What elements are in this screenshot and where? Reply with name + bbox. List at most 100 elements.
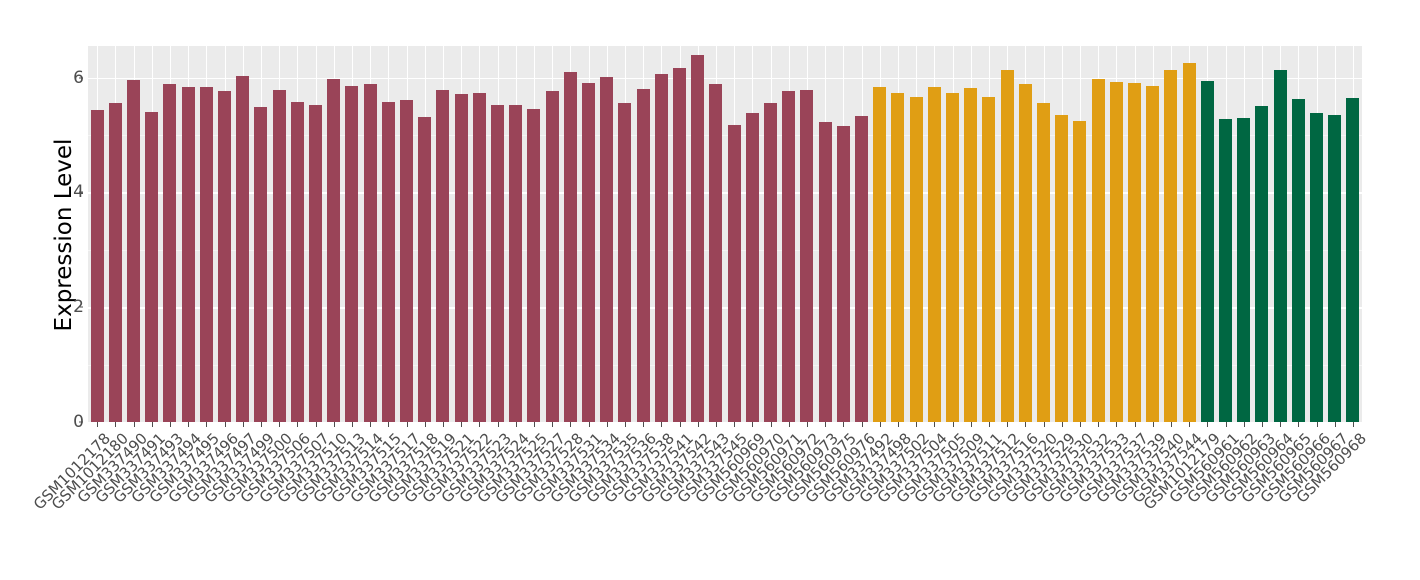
bar <box>126 80 141 422</box>
bar <box>1182 62 1196 422</box>
bar <box>1146 85 1160 422</box>
x-axis-tickmark <box>861 422 863 427</box>
gridline-minor <box>88 364 1362 366</box>
bar <box>836 125 850 422</box>
x-axis-tickmark <box>1334 422 1336 427</box>
x-axis-tickmark <box>1243 422 1245 427</box>
x-axis-tickmark <box>206 422 208 427</box>
bar <box>1109 81 1123 422</box>
x-axis-tickmark <box>1061 422 1063 427</box>
bar <box>490 105 505 422</box>
bar <box>545 91 559 422</box>
bar <box>1328 114 1342 422</box>
bar <box>654 74 668 422</box>
x-axis-tickmark <box>752 422 754 427</box>
x-axis-tickmark <box>588 422 590 427</box>
bar <box>272 89 286 422</box>
x-axis-tickmarks <box>88 422 1362 428</box>
bar <box>600 77 614 422</box>
x-axis-tickmark <box>424 422 426 427</box>
x-axis-tickmark <box>788 422 790 427</box>
bar <box>854 116 869 422</box>
plot-panel <box>88 46 1362 422</box>
bar <box>636 89 650 422</box>
bar <box>345 86 359 422</box>
x-axis-tickmark <box>315 422 317 427</box>
bar <box>381 102 395 422</box>
gridline-minor <box>88 134 1362 136</box>
x-axis-tickmark <box>497 422 499 427</box>
bar <box>1255 106 1269 422</box>
x-axis-tickmark <box>242 422 244 427</box>
bar <box>254 107 268 422</box>
x-axis-tickmark <box>916 422 918 427</box>
gridline-minor <box>88 249 1362 251</box>
x-axis-tickmark <box>188 422 190 427</box>
bar <box>1273 70 1287 422</box>
x-axis-tickmark <box>1316 422 1318 427</box>
bar <box>891 92 905 422</box>
x-axis-tickmark <box>1007 422 1009 427</box>
bar <box>1055 115 1069 422</box>
x-axis-tickmark <box>970 422 972 427</box>
x-axis-tickmark <box>1134 422 1136 427</box>
bar <box>1091 78 1105 422</box>
x-axis-tickmark <box>279 422 281 427</box>
x-axis-tickmark <box>461 422 463 427</box>
bar <box>1237 118 1251 422</box>
bar <box>982 97 996 422</box>
bar <box>1200 81 1214 422</box>
bar <box>927 86 941 422</box>
bar <box>363 84 377 422</box>
x-axis-tickmark <box>661 422 663 427</box>
y-axis-tickmark <box>79 306 83 308</box>
bar <box>199 87 213 422</box>
bar <box>217 90 232 422</box>
bar <box>727 124 741 422</box>
bar <box>472 93 486 422</box>
y-axis-tick-label: 0 <box>62 412 84 432</box>
x-axis-tickmark <box>515 422 517 427</box>
bar <box>873 86 887 422</box>
x-axis-tickmark <box>1025 422 1027 427</box>
x-axis-tickmark <box>479 422 481 427</box>
x-axis-tickmark <box>552 422 554 427</box>
y-axis-tick-label: 2 <box>62 297 84 317</box>
bar <box>90 109 104 422</box>
x-axis-tickmark <box>697 422 699 427</box>
x-axis-tickmark <box>533 422 535 427</box>
bar <box>1346 97 1360 422</box>
x-axis-tickmark <box>1043 422 1045 427</box>
bar <box>691 54 705 422</box>
bar <box>290 102 304 422</box>
bar <box>108 103 122 422</box>
x-axis-tickmark <box>1298 422 1300 427</box>
bar <box>1164 69 1178 422</box>
bar <box>399 99 414 422</box>
bar <box>181 87 195 422</box>
x-axis-tickmark <box>1352 422 1354 427</box>
x-axis-tickmark <box>879 422 881 427</box>
x-axis-tickmark <box>606 422 608 427</box>
bar <box>145 112 159 422</box>
x-axis-tickmark <box>151 422 153 427</box>
x-axis-tickmark <box>1098 422 1100 427</box>
bar <box>800 90 814 422</box>
x-axis-tickmark <box>1152 422 1154 427</box>
bar <box>763 103 778 422</box>
bar <box>163 84 177 422</box>
x-axis-tickmark <box>1116 422 1118 427</box>
x-axis-tickmark <box>370 422 372 427</box>
bar <box>308 104 323 422</box>
x-axis-tickmark <box>806 422 808 427</box>
x-axis-tickmark <box>1189 422 1191 427</box>
x-axis-tickmark <box>97 422 99 427</box>
bar <box>672 67 687 422</box>
x-axis-tickmark <box>333 422 335 427</box>
gridline-major <box>88 307 1362 309</box>
bar <box>327 79 341 422</box>
bar <box>563 72 577 422</box>
x-axis-tickmark <box>388 422 390 427</box>
bar <box>618 103 632 422</box>
